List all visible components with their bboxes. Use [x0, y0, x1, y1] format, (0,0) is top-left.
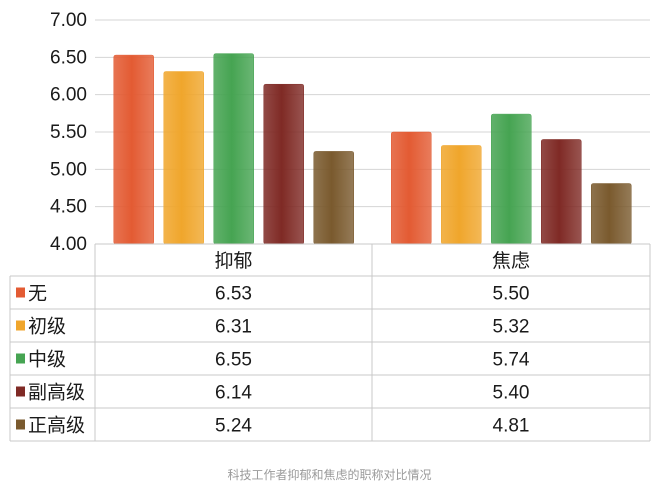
data-table: 抑郁 焦虑无 6.53 5.50 初级 6.31 5.32 中级 6.55 5.74 副高级 6.14…	[9, 243, 651, 442]
legend-label: 中级	[28, 349, 66, 371]
legend-label: 初级	[28, 316, 66, 338]
data-label: 4.81	[493, 416, 530, 437]
data-label: 5.50	[493, 284, 530, 305]
data-label: 6.14	[215, 383, 252, 404]
y-tick-label: 5.50	[50, 122, 87, 143]
legend-key	[16, 287, 25, 298]
bar	[591, 183, 632, 245]
y-tick-label: 4.50	[50, 197, 87, 218]
y-tick-label: 6.50	[50, 47, 87, 68]
bars	[113, 53, 632, 245]
x-category-label: 抑郁	[214, 250, 252, 272]
data-label: 5.24	[215, 416, 252, 437]
y-tick-label: 5.00	[50, 159, 87, 180]
bar	[313, 151, 354, 245]
data-label: 5.74	[493, 350, 530, 371]
bar	[213, 53, 254, 245]
bar	[541, 139, 582, 245]
y-axis-ticks: 4.00 4.50 5.00 5.50 6.00 6.50 7.00	[50, 10, 87, 255]
data-label: 5.32	[493, 317, 530, 338]
legend-key	[16, 386, 25, 397]
legend-label: 无	[28, 283, 47, 305]
bar	[391, 131, 432, 245]
legend-key	[16, 419, 25, 430]
data-label: 6.55	[215, 350, 252, 371]
x-category-label: 焦虑	[492, 250, 530, 272]
data-label: 5.40	[493, 383, 530, 404]
y-tick-label: 6.00	[50, 85, 87, 106]
bar	[441, 145, 482, 245]
bar	[163, 71, 204, 245]
y-tick-label: 7.00	[50, 10, 87, 31]
legend-key	[16, 320, 25, 331]
figure-caption: 科技工作者抑郁和焦虑的职称对比情况	[227, 468, 432, 482]
bar	[263, 83, 304, 245]
bar	[491, 113, 532, 245]
y-tick-label: 4.00	[50, 234, 87, 255]
data-label: 6.31	[215, 317, 252, 338]
legend-label: 正高级	[28, 415, 85, 437]
legend-label: 副高级	[28, 382, 85, 404]
legend-key	[16, 353, 25, 364]
data-label: 6.53	[215, 284, 252, 305]
bar	[113, 54, 154, 245]
